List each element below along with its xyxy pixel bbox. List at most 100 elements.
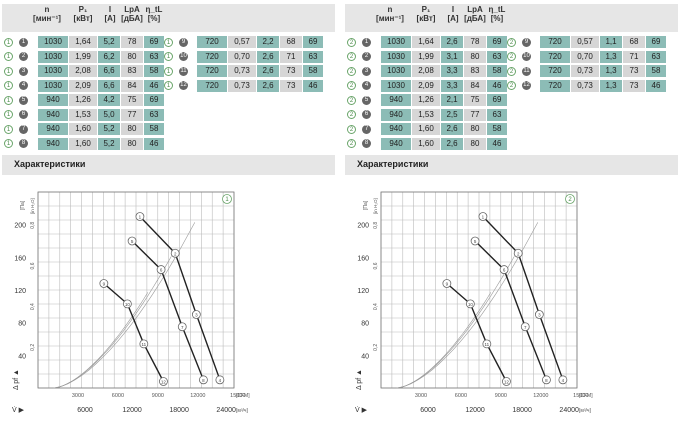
data-point — [478, 212, 488, 221]
cell-p: 2,09 — [412, 79, 440, 92]
cell-lpa: 80 — [121, 137, 143, 150]
cell-n: 720 — [197, 79, 227, 92]
cell-n: 1030 — [38, 36, 68, 48]
cell-lpa: 80 — [464, 137, 486, 150]
data-point-label: 11 — [142, 342, 147, 347]
row-id-icon: 10 — [522, 52, 531, 61]
table-row: 1 6 940 1,53 5,0 77 63 — [2, 108, 167, 121]
system-curve — [53, 256, 172, 389]
table-row: 1 5 940 1,26 4,2 75 69 — [2, 94, 167, 106]
series-line — [131, 240, 205, 381]
cell-lpa: 68 — [623, 36, 645, 48]
cell-i: 4,2 — [98, 94, 120, 106]
row-id-icon: 4 — [362, 81, 371, 90]
cell-i: 2,6 — [441, 137, 463, 150]
y-tick-label: 160 — [357, 255, 369, 262]
row-id-icon: 6 — [19, 110, 28, 119]
row-id-icon: 11 — [522, 66, 531, 76]
row-id-icon: 12 — [522, 81, 531, 90]
column-header-lpa: LpA [дБА] — [461, 5, 489, 23]
cell-lpa: 73 — [623, 65, 645, 77]
row-id-icon: 10 — [179, 52, 188, 61]
curve-id-icon: 2 — [347, 139, 356, 148]
header-unit: [A] — [104, 14, 116, 23]
cell-lpa: 73 — [280, 79, 302, 92]
cell-eta: 46 — [303, 79, 323, 92]
data-point — [542, 375, 551, 385]
cell-p: 2,08 — [69, 65, 97, 77]
data-point — [558, 375, 568, 385]
x-axis-symbol: V̇ ▶ — [12, 406, 25, 414]
data-point — [159, 377, 168, 386]
curve-id-icon: 1 — [164, 37, 173, 47]
curve-id-icon: 2 — [507, 81, 516, 90]
cell-lpa: 75 — [121, 94, 143, 106]
data-point — [139, 339, 149, 349]
header-label: P₁ — [421, 5, 431, 14]
y-tick-label: 120 — [14, 288, 26, 295]
data-point-label: 9 — [103, 281, 106, 286]
cell-p: 1,26 — [412, 94, 440, 106]
cell-i: 5,2 — [98, 123, 120, 135]
cell-eta: 63 — [303, 50, 323, 63]
table-row: 1 8 940 1,60 5,2 80 46 — [2, 137, 167, 150]
curve-id-icon: 1 — [4, 110, 13, 119]
curve-id-icon: 2 — [507, 52, 516, 61]
table-row: 1 9 720 0,57 2,2 68 69 — [2, 36, 335, 48]
row-id-icon: 6 — [362, 110, 371, 119]
system-curve — [396, 256, 515, 389]
cell-p: 0,57 — [571, 36, 599, 48]
table-header — [2, 4, 335, 32]
data-point-label: 3 — [538, 313, 541, 318]
curve-id-icon: 2 — [507, 66, 516, 76]
cell-n: 720 — [540, 36, 570, 48]
x-tick-label-cfm: 12000 — [533, 393, 548, 399]
table-row: 1 3 1030 2,08 6,6 83 58 — [2, 65, 167, 77]
cell-eta: 46 — [144, 79, 164, 92]
section-title: Характеристики — [357, 159, 429, 169]
cell-eta: 63 — [646, 50, 666, 63]
data-point-label: 6 — [503, 268, 506, 273]
cell-n: 1030 — [381, 36, 411, 48]
header-label: I — [451, 5, 455, 14]
cell-lpa: 80 — [464, 123, 486, 135]
cell-p: 1,99 — [412, 50, 440, 63]
column-header-i: I [A] — [439, 5, 467, 23]
cell-p: 1,60 — [412, 123, 440, 135]
x-tick-label: 24000 — [216, 407, 236, 414]
cell-eta: 58 — [144, 65, 164, 77]
table-row: 2 7 940 1,60 2,6 80 58 — [345, 123, 510, 135]
cell-n: 940 — [381, 94, 411, 106]
data-point-label: 1 — [139, 215, 142, 220]
header-unit: [%] — [147, 14, 161, 23]
cell-p: 0,73 — [571, 65, 599, 77]
column-header-i: I [A] — [96, 5, 124, 23]
x-tick-label: 18000 — [512, 407, 532, 414]
system-curve — [396, 292, 492, 389]
data-point — [520, 322, 530, 332]
cell-p: 1,60 — [412, 137, 440, 150]
series-line — [103, 282, 165, 382]
data-point — [199, 375, 208, 385]
table-row: 2 6 940 1,53 2,5 77 63 — [345, 108, 510, 121]
curve-id-icon: 2 — [347, 124, 356, 134]
column-header-p1: P₁ [кВт] — [412, 5, 440, 23]
cell-lpa: 83 — [464, 65, 486, 77]
x-tick-label-cfm: 9000 — [495, 393, 507, 399]
cell-eta: 58 — [144, 123, 164, 135]
row-id-icon: 3 — [19, 66, 28, 76]
data-point — [191, 310, 201, 319]
curve-id-icon: 1 — [4, 37, 13, 47]
cell-p: 1,99 — [69, 50, 97, 63]
header-label: I — [108, 5, 112, 14]
header-label: LpA — [124, 5, 140, 14]
cell-p: 1,64 — [412, 36, 440, 48]
x-tick-label-cfm: 3000 — [72, 393, 84, 399]
cell-eta: 58 — [487, 65, 507, 77]
cell-lpa: 71 — [623, 50, 645, 63]
x-tick-label-cfm: 6000 — [112, 393, 124, 399]
cell-eta: 63 — [144, 50, 164, 63]
y-tick-label: 40 — [18, 353, 26, 360]
cell-n: 1030 — [38, 50, 68, 63]
data-point — [482, 339, 492, 349]
